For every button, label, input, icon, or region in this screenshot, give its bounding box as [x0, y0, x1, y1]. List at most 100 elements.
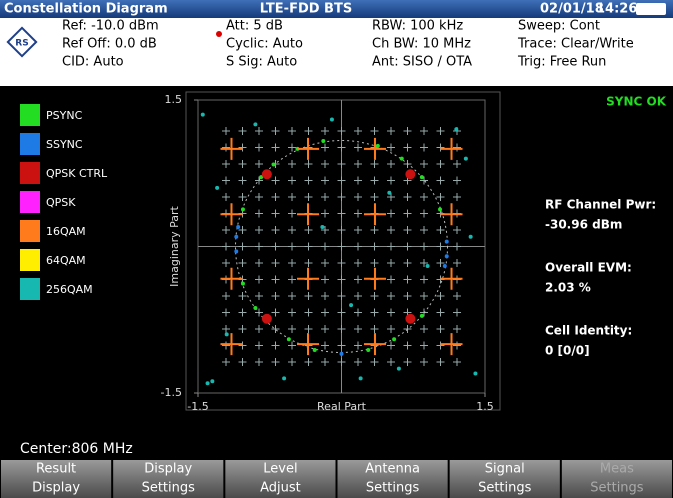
reference-marker [304, 193, 313, 201]
point [473, 371, 478, 376]
softkey[interactable] [1, 460, 112, 498]
reference-marker [337, 160, 346, 168]
reference-marker [288, 160, 296, 168]
y-tick-label: 1.5 [165, 93, 183, 106]
reference-marker [387, 160, 395, 168]
point [396, 366, 401, 371]
reference-marker [271, 308, 280, 317]
reference-marker [354, 193, 362, 201]
point [220, 137, 243, 160]
reference-marker [255, 341, 263, 350]
reference-marker [271, 226, 280, 234]
reference-marker [453, 325, 461, 333]
softkey-label: Settings [366, 481, 420, 496]
reference-marker [304, 176, 313, 185]
reference-marker [436, 292, 445, 300]
point [363, 137, 386, 160]
reference-marker [387, 143, 395, 152]
reference-marker [436, 308, 445, 317]
legend-label: 256QAM [46, 283, 93, 296]
reference-marker [370, 308, 379, 317]
reference-marker [403, 358, 412, 366]
y-tick-label: -1.5 [161, 386, 182, 399]
softkey[interactable] [449, 460, 560, 498]
reference-marker [321, 209, 329, 218]
reference-marker [370, 325, 379, 333]
reference-marker [420, 325, 428, 333]
point [234, 234, 239, 239]
header-param: S Sig: Auto [226, 55, 297, 70]
point [339, 351, 344, 356]
reference-marker [436, 325, 445, 333]
reference-marker [403, 325, 412, 333]
softkey-label: Meas [600, 462, 634, 477]
reference-marker [453, 292, 461, 300]
reference-marker [354, 160, 362, 168]
reference-marker [255, 275, 263, 284]
point [444, 254, 449, 259]
reference-marker [354, 226, 362, 234]
reference-marker [238, 226, 247, 234]
reference-marker [255, 193, 263, 201]
reference-marker [337, 143, 346, 152]
point [261, 169, 272, 180]
point [440, 137, 463, 160]
point [405, 169, 416, 180]
point [297, 333, 320, 356]
softkey[interactable] [337, 460, 448, 498]
reference-marker [321, 143, 329, 152]
reference-marker [337, 325, 346, 333]
reference-marker [271, 209, 280, 218]
reference-marker [222, 308, 230, 317]
back-button[interactable] [636, 3, 666, 15]
reference-marker [255, 143, 263, 152]
softkey[interactable] [225, 460, 336, 498]
reference-marker [271, 193, 280, 201]
reference-marker [222, 143, 230, 152]
reference-marker [403, 193, 412, 201]
reference-marker [387, 259, 395, 267]
point [405, 313, 416, 324]
legend-label: 16QAM [46, 225, 86, 238]
reference-marker [420, 209, 428, 218]
softkey-label: Settings [142, 481, 196, 496]
reference-marker [321, 259, 329, 267]
y-axis-label: Imaginary Part [168, 205, 181, 286]
reference-marker [420, 242, 428, 251]
reference-marker [222, 358, 230, 366]
legend-swatch [20, 133, 40, 155]
point [438, 207, 443, 212]
reference-marker [321, 176, 329, 185]
center-frequency: Center:806 MHz [20, 441, 133, 457]
reference-marker [222, 160, 230, 168]
header-param: Cyclic: Auto [226, 37, 303, 52]
point [440, 267, 463, 290]
reference-marker [255, 127, 263, 135]
reference-marker [304, 259, 313, 267]
point [463, 156, 468, 161]
reference-marker [420, 127, 428, 135]
reference-marker [337, 242, 346, 251]
time: 14:26 [596, 2, 637, 17]
reference-marker [321, 325, 329, 333]
x-axis-label: Real Part [317, 400, 367, 413]
softkey[interactable] [113, 460, 224, 498]
reference-marker [370, 160, 379, 168]
reference-marker [288, 209, 296, 218]
title-bar [0, 0, 673, 18]
reference-marker [337, 127, 346, 135]
softkey-label: Display [32, 481, 80, 496]
reference-marker [403, 292, 412, 300]
reference-marker [238, 308, 247, 317]
softkey[interactable] [561, 460, 672, 498]
point [363, 203, 386, 226]
reference-marker [387, 226, 395, 234]
point [215, 185, 220, 190]
reference-marker [337, 226, 346, 234]
reference-marker [288, 358, 296, 366]
reference-marker [288, 226, 296, 234]
header-param: Ch BW: 10 MHz [372, 37, 471, 52]
point [261, 313, 272, 324]
reference-marker [354, 358, 362, 366]
reference-marker [436, 143, 445, 152]
